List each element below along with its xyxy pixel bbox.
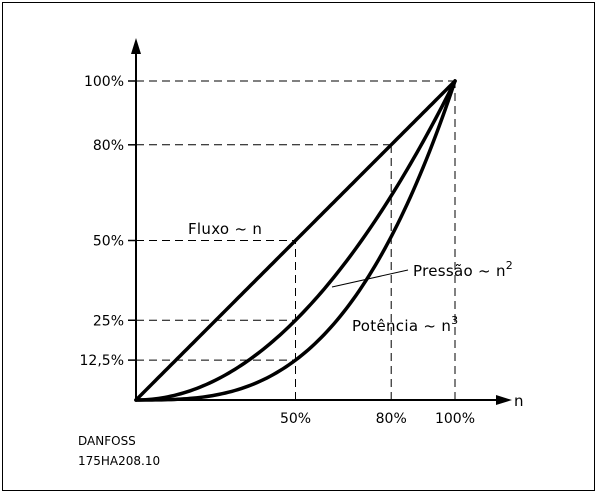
curves [134, 79, 457, 402]
y-tick-label-25: 25% [93, 313, 124, 329]
series-label-potencia: Potência ~ n3 [352, 314, 458, 335]
figure-frame [2, 2, 595, 491]
footer-brand: DANFOSS [78, 434, 136, 448]
y-axis-arrow [131, 38, 141, 54]
series-label-pressao: Pressão ~ n2 [413, 259, 513, 280]
curve-exponent-2 [134, 79, 457, 402]
y-tick-label-12-5: 12,5% [80, 353, 124, 369]
x-tick-labels: 50% 80% 100% [280, 411, 475, 427]
pressao-leader-line [331, 269, 409, 288]
x-tick-label-100: 100% [435, 411, 475, 427]
x-axis-label: n [514, 392, 524, 410]
curve-exponent-3 [134, 79, 457, 402]
y-tick-label-80: 80% [93, 138, 124, 154]
curve-exponent-1 [134, 79, 457, 402]
series-label-fluxo: Fluxo ~ n [188, 220, 262, 238]
y-tick-labels: 100% 80% 50% 25% 12,5% [80, 74, 124, 369]
x-tick-label-50: 50% [280, 411, 311, 427]
y-tick-marks [128, 80, 136, 361]
x-tick-label-80: 80% [376, 411, 407, 427]
x-axis-arrow [496, 395, 512, 405]
footer-code: 175HA208.10 [78, 454, 160, 468]
y-tick-label-100: 100% [84, 74, 124, 90]
y-tick-label-50: 50% [93, 234, 124, 250]
